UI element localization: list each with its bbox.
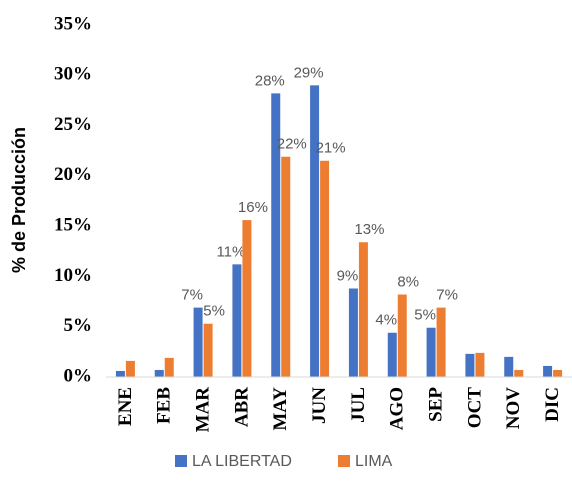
legend-label: LIMA bbox=[355, 453, 393, 470]
y-tick-label: 30% bbox=[54, 64, 92, 85]
x-tick-label: MAY bbox=[270, 387, 291, 431]
bar bbox=[203, 323, 213, 377]
data-label: 9% bbox=[337, 267, 359, 284]
data-label: 11% bbox=[216, 243, 245, 260]
legend-swatch bbox=[338, 455, 350, 467]
bar bbox=[397, 294, 407, 377]
data-label: 29% bbox=[294, 64, 324, 81]
bar bbox=[553, 369, 563, 377]
data-label: 13% bbox=[354, 221, 384, 238]
x-tick-label: AGO bbox=[387, 387, 408, 430]
y-tick-label: 20% bbox=[54, 164, 92, 185]
y-axis-title: % de Producción bbox=[9, 127, 29, 273]
bar bbox=[465, 353, 475, 377]
x-tick-label: DIC bbox=[542, 387, 563, 422]
x-tick-label: OCT bbox=[464, 387, 485, 429]
bar bbox=[387, 332, 397, 377]
legend-swatch bbox=[175, 455, 187, 467]
bar bbox=[164, 357, 174, 377]
data-label: 5% bbox=[203, 303, 225, 320]
data-label: 7% bbox=[181, 287, 203, 304]
bar bbox=[348, 288, 358, 377]
bar bbox=[436, 307, 446, 377]
bar bbox=[232, 264, 242, 377]
bar bbox=[193, 307, 203, 377]
bar bbox=[242, 220, 252, 377]
y-tick-label: 0% bbox=[64, 365, 93, 386]
legend-label: LA LIBERTAD bbox=[192, 453, 292, 470]
x-tick-label: ENE bbox=[115, 387, 136, 426]
bar bbox=[475, 352, 485, 377]
data-label: 16% bbox=[238, 199, 268, 216]
x-tick-label: ABR bbox=[231, 387, 252, 427]
bar bbox=[154, 369, 164, 377]
data-label: 4% bbox=[375, 312, 397, 329]
data-label: 8% bbox=[397, 274, 419, 291]
data-label: 28% bbox=[255, 72, 285, 89]
data-label: 21% bbox=[316, 140, 346, 157]
x-tick-label: FEB bbox=[154, 387, 175, 424]
y-tick-label: 15% bbox=[54, 215, 92, 236]
bar bbox=[426, 327, 436, 377]
data-label: 22% bbox=[277, 136, 307, 153]
data-label: 7% bbox=[436, 287, 458, 304]
y-tick-label: 10% bbox=[54, 265, 92, 286]
bar bbox=[514, 369, 524, 377]
bar bbox=[358, 242, 368, 377]
bar bbox=[281, 156, 291, 377]
bar bbox=[320, 160, 330, 377]
y-tick-label: 5% bbox=[64, 315, 93, 336]
bar bbox=[504, 356, 514, 377]
data-label: 5% bbox=[414, 307, 436, 324]
x-tick-label: NOV bbox=[503, 387, 524, 430]
bar bbox=[543, 365, 553, 377]
x-tick-label: JUN bbox=[309, 387, 330, 424]
x-tick-label: SEP bbox=[425, 387, 446, 422]
bar bbox=[271, 93, 281, 377]
x-tick-label: JUL bbox=[348, 387, 369, 423]
bar bbox=[125, 360, 135, 377]
bar bbox=[115, 370, 125, 377]
x-tick-label: MAR bbox=[192, 387, 213, 433]
y-tick-label: 25% bbox=[54, 114, 92, 135]
y-tick-label: 35% bbox=[54, 13, 92, 34]
bar bbox=[310, 85, 320, 377]
